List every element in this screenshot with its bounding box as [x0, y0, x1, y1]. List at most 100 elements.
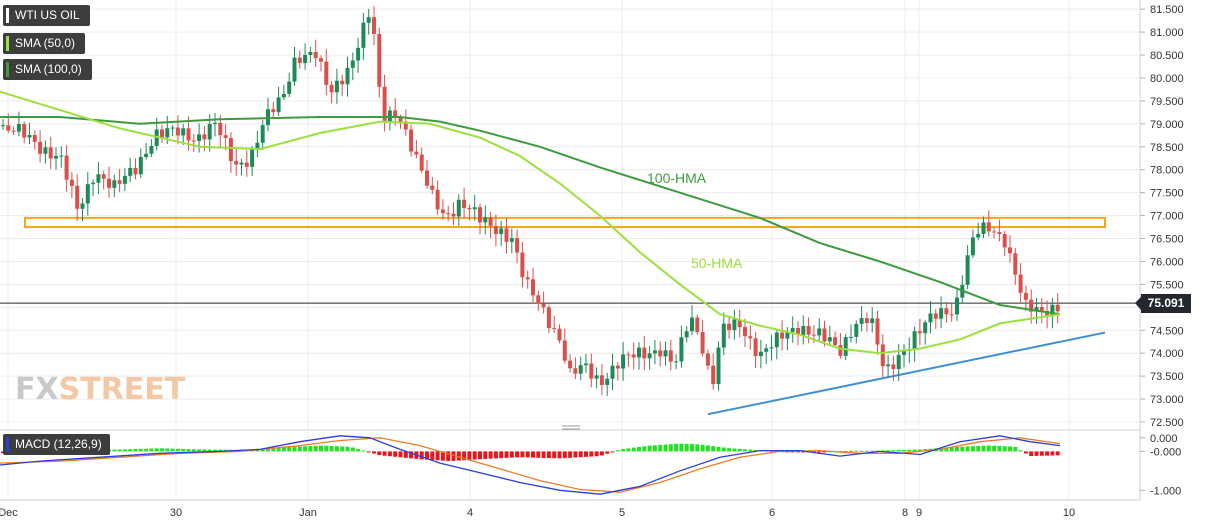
macd-histogram-bar — [345, 446, 350, 452]
candle-body — [223, 135, 228, 139]
macd-histogram-bar — [690, 444, 694, 452]
candle-body — [324, 61, 329, 85]
candle-body — [621, 354, 626, 369]
y-tick-label: 74.500 — [1150, 325, 1184, 337]
candle-body — [758, 351, 763, 357]
candle-body — [361, 22, 366, 48]
candle-body — [912, 331, 917, 350]
macd-histogram-bar — [350, 447, 355, 452]
macd-histogram-bar — [382, 451, 387, 456]
candle-body — [446, 213, 451, 215]
y-tick-label: 78.500 — [1150, 142, 1184, 154]
macd-histogram-bar — [387, 451, 392, 457]
candle-body — [440, 209, 445, 214]
macd-histogram-bar — [467, 451, 472, 460]
macd-histogram-bar — [186, 449, 191, 452]
macd-histogram-bar — [319, 445, 323, 452]
candle-body — [515, 238, 520, 253]
macd-histogram-bar — [552, 451, 557, 459]
candle-body — [138, 157, 143, 175]
candle-body — [456, 199, 461, 217]
macd-histogram-bar — [737, 448, 742, 452]
candle-body — [329, 84, 334, 93]
macd-histogram-bar — [891, 450, 896, 452]
macd-histogram-bar — [986, 445, 991, 452]
macd-histogram-bar — [1050, 451, 1055, 456]
candle-body — [584, 363, 588, 366]
macd-histogram-bar — [584, 451, 588, 457]
macd-label: MACD (12,26,9) — [15, 437, 102, 451]
candle-body — [981, 222, 986, 234]
candle-body — [1050, 304, 1055, 317]
candle-body — [711, 365, 716, 385]
candle-body — [870, 318, 875, 324]
candle-body — [228, 138, 233, 162]
macd-histogram-bar — [859, 450, 864, 452]
candle-body — [107, 178, 111, 188]
candle-body — [849, 336, 853, 338]
candle-body — [462, 199, 467, 208]
candle-body — [875, 318, 880, 345]
candle-body — [944, 308, 949, 315]
candle-body — [700, 332, 705, 354]
candle-body — [838, 345, 843, 356]
candle-body — [589, 363, 594, 379]
candle-body — [69, 179, 74, 186]
macd-histogram-bar — [621, 449, 626, 452]
candle-body — [690, 317, 694, 332]
y-tick-label: 81.500 — [1150, 4, 1184, 16]
candle-body — [303, 54, 308, 64]
candle-body — [213, 122, 217, 124]
macd-histogram-bar — [334, 446, 339, 452]
symbol-tag: WTI US OIL — [3, 5, 90, 26]
macd-histogram-bar — [536, 451, 541, 458]
macd-histogram-bar — [1023, 451, 1028, 454]
macd-histogram-bar — [287, 447, 292, 452]
candle-body — [377, 33, 382, 87]
y-tick-label: 73.000 — [1150, 394, 1184, 406]
candle-body — [769, 347, 774, 349]
y-tick-label: 80.500 — [1150, 50, 1184, 62]
macd-histogram-bar — [1013, 446, 1018, 452]
candle-body — [647, 353, 652, 359]
annotation-50-hma: 50-HMA — [691, 255, 743, 271]
candle-body — [827, 337, 832, 342]
candle-body — [578, 365, 583, 374]
candle-body — [239, 162, 244, 165]
candle-body — [1029, 299, 1034, 312]
candle-body — [721, 323, 726, 348]
candle-body — [85, 184, 90, 204]
candle-body — [790, 328, 795, 332]
candle-body — [695, 317, 700, 333]
macd-histogram-bar — [197, 449, 202, 452]
candle-body — [218, 122, 223, 136]
macd-histogram-bar — [122, 449, 127, 452]
macd-histogram-bar — [578, 451, 583, 458]
macd-histogram-bar — [1029, 451, 1034, 457]
candle-body — [965, 255, 970, 285]
macd-histogram-bar — [472, 451, 477, 460]
macd-histogram-bar — [340, 446, 345, 452]
candle-body — [313, 51, 318, 59]
x-tick-label: 4 — [467, 507, 473, 519]
candle-body — [292, 57, 297, 82]
candle-body — [599, 375, 604, 385]
candle-body — [933, 313, 938, 319]
macd-histogram-bar — [292, 446, 297, 452]
candle-body — [425, 170, 429, 186]
macd-histogram-bar — [440, 451, 445, 461]
macd-histogram-bar — [1039, 451, 1044, 456]
x-tick-label: 30 — [170, 507, 182, 519]
candle-body — [175, 127, 180, 136]
macd-histogram-bar — [949, 447, 954, 452]
macd-histogram-bar — [801, 451, 806, 453]
macd-histogram-bar — [854, 450, 859, 452]
macd-histogram-bar — [711, 446, 716, 452]
candle-body — [260, 125, 265, 143]
candle-body — [398, 117, 403, 122]
candle-body — [562, 340, 567, 361]
macd-histogram-bar — [955, 446, 959, 452]
macd-histogram-bar — [917, 449, 922, 452]
macd-histogram-bar — [329, 446, 334, 452]
candle-body — [451, 213, 456, 217]
